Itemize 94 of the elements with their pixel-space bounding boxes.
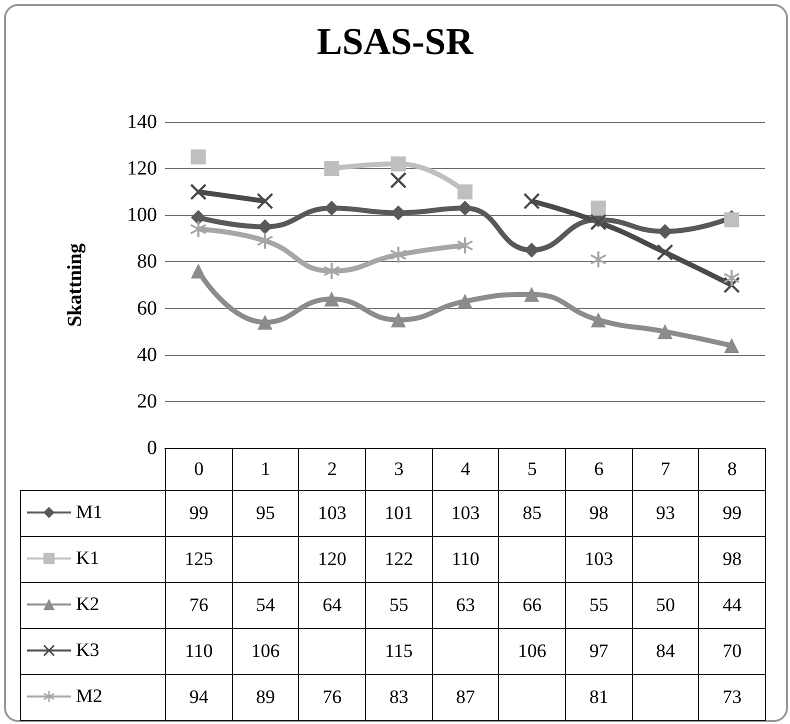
data-label: 95 — [232, 490, 300, 537]
point — [324, 161, 340, 176]
data-label: 110 — [432, 536, 500, 583]
data-label: 70 — [698, 628, 766, 675]
y-tick-label: 120 — [127, 158, 157, 180]
data-label: 76 — [165, 582, 233, 629]
x-tick-label: 8 — [698, 448, 766, 491]
data-label: 50 — [632, 582, 700, 629]
y-tick-label: 20 — [137, 390, 157, 412]
legend-label: K3 — [76, 640, 100, 661]
legend-label: M1 — [76, 502, 102, 523]
x-tick-label: 2 — [298, 448, 366, 491]
point — [458, 200, 472, 216]
point — [524, 193, 540, 210]
point — [258, 314, 272, 330]
point — [190, 149, 206, 164]
data-label: 97 — [565, 628, 633, 675]
data-label: 122 — [365, 536, 433, 583]
data-label: 73 — [698, 674, 766, 721]
data-label: 55 — [565, 582, 633, 629]
data-label: 103 — [432, 490, 500, 537]
data-label: 54 — [232, 582, 300, 629]
data-label: 44 — [698, 582, 766, 629]
point — [390, 156, 406, 172]
data-label: 94 — [165, 674, 233, 721]
point — [590, 214, 606, 230]
point — [190, 184, 206, 200]
data-label: 103 — [298, 490, 366, 537]
x-tick-label: 6 — [565, 448, 633, 491]
point — [524, 286, 540, 302]
point — [724, 212, 740, 228]
data-label: 63 — [432, 582, 500, 629]
legend-label: M2 — [76, 686, 102, 707]
data-label: 103 — [565, 536, 633, 583]
data-label: 55 — [365, 582, 433, 629]
data-label: 125 — [165, 536, 233, 583]
data-label: 64 — [298, 582, 366, 629]
x-tick-label: 7 — [632, 448, 700, 491]
y-tick-label: 60 — [137, 297, 157, 320]
point — [190, 264, 206, 279]
data-label: 120 — [298, 536, 366, 583]
data-label: 89 — [232, 674, 300, 721]
x-tick-label: 0 — [165, 448, 233, 491]
data-label: 85 — [498, 490, 566, 537]
point — [258, 219, 272, 234]
data-label: 98 — [698, 536, 766, 583]
x-tick-label: 4 — [432, 448, 500, 491]
data-label: 115 — [365, 628, 433, 675]
point — [724, 338, 740, 354]
y-tick-label: 100 — [127, 204, 157, 226]
point — [590, 312, 606, 328]
point — [657, 244, 673, 260]
point — [658, 224, 672, 239]
point — [458, 294, 472, 309]
point — [458, 184, 472, 200]
point — [457, 237, 473, 254]
y-tick-label: 80 — [137, 250, 157, 273]
data-label: 110 — [165, 628, 233, 675]
x-tick-label: 1 — [232, 448, 300, 491]
data-label: 99 — [698, 490, 766, 537]
y-axis-title: Skattning — [64, 243, 86, 327]
legend-label: K2 — [76, 594, 100, 615]
x-tick-label: 3 — [365, 448, 433, 491]
point — [190, 221, 206, 238]
point — [390, 172, 406, 188]
data-label: 98 — [565, 490, 633, 537]
y-tick-label: 140 — [127, 111, 157, 133]
point — [324, 291, 340, 306]
point — [590, 251, 606, 268]
point — [257, 193, 273, 210]
data-label: 99 — [165, 490, 233, 537]
data-label: 76 — [298, 674, 366, 721]
point — [257, 232, 273, 249]
data-label: 93 — [632, 490, 700, 537]
legend-label: K1 — [76, 548, 100, 569]
point — [524, 242, 540, 258]
data-label: 87 — [432, 674, 500, 721]
data-label: 106 — [232, 628, 300, 675]
data-label: 83 — [365, 674, 433, 721]
chart-title: LSAS-SR — [316, 21, 474, 63]
point — [390, 246, 406, 263]
data-label: 106 — [498, 628, 566, 675]
point — [190, 210, 206, 225]
data-label: 84 — [632, 628, 700, 675]
data-label: 66 — [498, 582, 566, 629]
point — [324, 263, 340, 280]
point — [724, 270, 740, 286]
x-tick-label: 5 — [498, 448, 566, 491]
data-label: 101 — [365, 490, 433, 537]
point — [390, 312, 406, 328]
data-label: 81 — [565, 674, 633, 721]
point — [590, 200, 606, 216]
y-tick-label: 40 — [137, 344, 157, 366]
point — [658, 324, 672, 340]
